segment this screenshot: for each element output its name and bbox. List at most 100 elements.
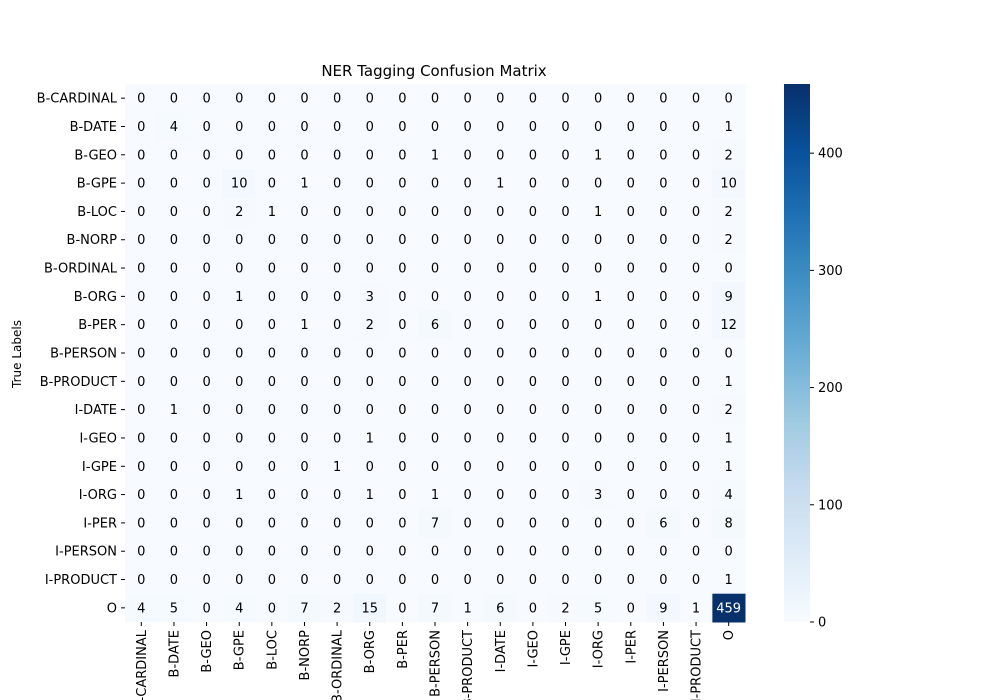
heatmap-cell: [516, 537, 550, 566]
heatmap-cell: [157, 537, 191, 566]
cell-value-label: 0: [268, 431, 276, 446]
cell-value-label: 0: [235, 92, 243, 107]
heatmap-cell: [647, 338, 681, 368]
heatmap-cell: [712, 225, 746, 255]
cell-value-label: 1: [300, 177, 308, 192]
heatmap-cell: [483, 282, 518, 312]
cell-value-label: 0: [333, 545, 341, 560]
heatmap-cell: [386, 593, 420, 623]
heatmap-cell: [386, 282, 420, 312]
heatmap-cell: [222, 593, 257, 623]
heatmap-cell: [320, 140, 354, 170]
cell-value-label: 2: [235, 205, 243, 220]
heatmap-cell: [190, 282, 224, 312]
chart-title: NER Tagging Confusion Matrix: [321, 62, 546, 80]
heatmap-cell: [516, 423, 550, 453]
heatmap-cell: [647, 225, 681, 255]
cell-value-label: 0: [137, 92, 145, 107]
heatmap-cell: [647, 565, 681, 595]
cell-value-label: 1: [496, 177, 504, 192]
heatmap-cell: [483, 310, 518, 340]
cell-value-label: 0: [496, 545, 504, 560]
cell-value-label: 0: [333, 148, 341, 163]
cell-value-label: 0: [333, 318, 341, 333]
heatmap-cell: [614, 282, 648, 312]
cell-value-label: 0: [268, 347, 276, 362]
heatmap-cell: [679, 84, 713, 113]
heatmap-cell: [451, 253, 485, 283]
heatmap-cell: [157, 225, 191, 255]
cell-value-label: 0: [659, 545, 667, 560]
cell-value-label: 0: [398, 460, 406, 475]
heatmap-cell: [190, 253, 224, 283]
cell-value-label: 7: [431, 516, 439, 531]
heatmap-cell: [222, 197, 257, 227]
cell-value-label: 0: [268, 120, 276, 135]
cell-value-label: 0: [268, 92, 276, 107]
cell-value-label: 0: [627, 233, 635, 248]
cell-value-label: 0: [659, 177, 667, 192]
heatmap-cell: [353, 197, 387, 227]
cell-value-label: 0: [366, 262, 374, 277]
heatmap-cell: [125, 423, 159, 453]
heatmap-cell: [353, 423, 387, 453]
cell-value-label: 0: [627, 177, 635, 192]
x-tick-label: I-PER: [624, 630, 639, 664]
cell-value-label: 0: [300, 347, 308, 362]
heatmap-cell: [418, 537, 452, 566]
cell-value-label: 9: [659, 601, 667, 616]
cell-value-label: 0: [268, 545, 276, 560]
cell-value-label: 0: [170, 347, 178, 362]
cell-value-label: 0: [333, 375, 341, 390]
cell-value-label: 0: [463, 573, 471, 588]
cell-value-label: 0: [496, 573, 504, 588]
cell-value-label: 0: [659, 148, 667, 163]
heatmap-cell: [353, 112, 387, 142]
x-tick-label: B-GEO: [200, 630, 215, 673]
cell-value-label: 0: [463, 347, 471, 362]
cell-value-label: 4: [137, 601, 145, 616]
heatmap-cell: [614, 423, 648, 453]
cell-value-label: 0: [202, 262, 210, 277]
heatmap-cell: [679, 508, 713, 538]
heatmap-cell: [614, 537, 648, 566]
colorbar-tick-label: 300: [818, 264, 843, 279]
heatmap-cell: [549, 423, 583, 453]
heatmap-cell: [549, 565, 583, 595]
heatmap-cell: [549, 310, 583, 340]
heatmap-cell: [712, 282, 746, 312]
x-tick-label: B-PERSON: [429, 630, 444, 697]
heatmap-cell: [320, 423, 354, 453]
x-tick-label: I-PRODUCT: [690, 630, 705, 700]
heatmap-cell: [353, 395, 387, 425]
cell-value-label: 0: [137, 347, 145, 362]
cell-value-label: 2: [725, 205, 733, 220]
heatmap-cell: [581, 508, 615, 538]
heatmap-cell: [255, 423, 289, 453]
cell-value-label: 0: [496, 148, 504, 163]
cell-value-label: 0: [594, 460, 602, 475]
cell-value-label: 2: [725, 233, 733, 248]
heatmap-cell: [614, 253, 648, 283]
heatmap-cell: [320, 253, 354, 283]
heatmap-cell: [712, 367, 746, 396]
cell-value-label: 0: [431, 545, 439, 560]
cell-value-label: 0: [268, 403, 276, 418]
cell-value-label: 0: [202, 375, 210, 390]
cell-value-label: 0: [202, 488, 210, 503]
cell-value-label: 0: [463, 205, 471, 220]
cell-value-label: 0: [692, 148, 700, 163]
cell-value-label: 1: [431, 488, 439, 503]
heatmap-cell: [516, 168, 550, 198]
heatmap-cell: [125, 452, 159, 481]
heatmap-cell: [614, 140, 648, 170]
heatmap-cell: [222, 282, 257, 312]
cell-value-label: 0: [725, 347, 733, 362]
cell-value-label: 0: [170, 177, 178, 192]
heatmap-cell: [581, 253, 615, 283]
heatmap-cell: [190, 508, 224, 538]
heatmap-cell: [157, 84, 191, 113]
heatmap-cell: [190, 480, 224, 510]
heatmap-cell: [255, 537, 289, 566]
cell-value-label: 4: [170, 120, 178, 135]
